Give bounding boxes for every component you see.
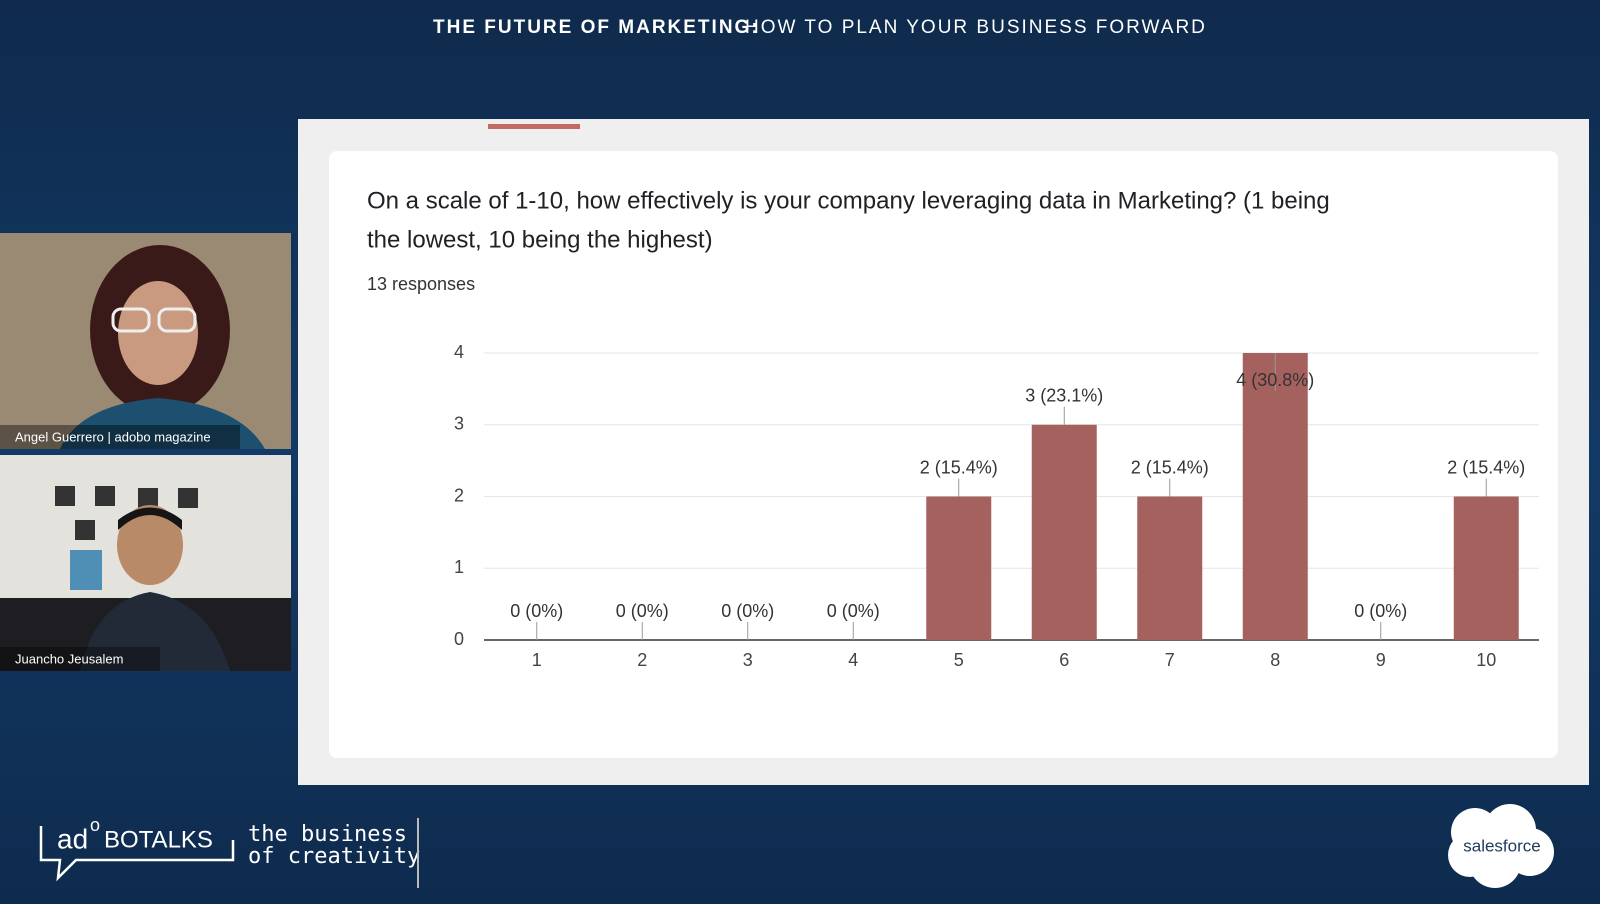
shoulders xyxy=(60,398,265,449)
painting xyxy=(70,550,102,590)
x-tick-label: 7 xyxy=(1165,650,1175,670)
picture-frame xyxy=(55,486,75,506)
header-title-bold: THE FUTURE OF MARKETING: xyxy=(433,17,760,38)
shoulders xyxy=(80,592,230,671)
value-label: 0 (0%) xyxy=(1354,601,1407,621)
value-label: 0 (0%) xyxy=(616,601,669,621)
value-label: 2 (15.4%) xyxy=(920,457,998,477)
logo-bubble xyxy=(39,826,235,882)
bar xyxy=(1031,424,1097,640)
face xyxy=(117,505,183,585)
logo-text: o xyxy=(90,815,100,835)
value-label: 0 (0%) xyxy=(721,601,774,621)
y-tick-label: 3 xyxy=(454,414,464,434)
value-label: 4 (30.8%) xyxy=(1236,370,1314,390)
value-label: 0 (0%) xyxy=(827,601,880,621)
participant-name: Angel Guerrero | adobo magazine xyxy=(15,429,211,444)
value-label: 0 (0%) xyxy=(510,601,563,621)
cloud-part xyxy=(1448,833,1492,877)
y-tick-label: 0 xyxy=(454,629,464,649)
y-tick-label: 4 xyxy=(454,342,464,362)
logo-text: BOTALKS xyxy=(104,826,213,853)
response-count: 13 responses xyxy=(367,274,475,294)
picture-frame xyxy=(95,486,115,506)
header-title-rest: HOW TO PLAN YOUR BUSINESS FORWARD xyxy=(745,17,1207,38)
name-plate xyxy=(0,647,160,671)
bar xyxy=(926,496,992,640)
bar xyxy=(1242,353,1308,640)
logo-text: ad xyxy=(57,823,88,854)
bar xyxy=(1453,496,1519,640)
question-line: the lowest, 10 being the highest) xyxy=(367,226,713,253)
x-tick-label: 8 xyxy=(1270,650,1280,670)
hair xyxy=(118,507,182,530)
picture-frame xyxy=(138,488,158,508)
name-plate xyxy=(0,425,240,449)
chart: 0 1 2 3 4 1 0 (0%) 2 0 (0%) 3 0 (0%) 4 0 (0%) 5 2 (15.… xyxy=(454,342,1539,670)
glasses xyxy=(111,307,151,333)
glasses xyxy=(157,307,197,333)
x-tick-label: 4 xyxy=(848,650,858,670)
y-tick-label: 2 xyxy=(454,485,464,505)
value-label: 2 (15.4%) xyxy=(1131,457,1209,477)
tagline: of creativity xyxy=(248,844,420,869)
participant-name: Juancho Jeusalem xyxy=(15,651,123,666)
x-tick-label: 5 xyxy=(954,650,964,670)
x-tick-label: 10 xyxy=(1476,650,1496,670)
sponsor-cloud xyxy=(1448,804,1554,888)
picture-frame xyxy=(75,520,95,540)
bar xyxy=(1137,496,1203,640)
y-tick-label: 1 xyxy=(454,557,464,577)
x-tick-label: 3 xyxy=(743,650,753,670)
value-label: 3 (23.1%) xyxy=(1025,386,1103,406)
picture-frame xyxy=(178,488,198,508)
face xyxy=(118,281,198,385)
value-label: 2 (15.4%) xyxy=(1447,457,1525,477)
x-tick-label: 9 xyxy=(1376,650,1386,670)
x-tick-label: 6 xyxy=(1059,650,1069,670)
tagline: the business xyxy=(248,822,407,847)
sponsor: salesforce xyxy=(1463,836,1540,855)
x-tick-label: 1 xyxy=(532,650,542,670)
question-line: On a scale of 1-10, how effectively is y… xyxy=(367,187,1330,214)
tab-indicator xyxy=(488,124,580,129)
x-tick-label: 2 xyxy=(637,650,647,670)
